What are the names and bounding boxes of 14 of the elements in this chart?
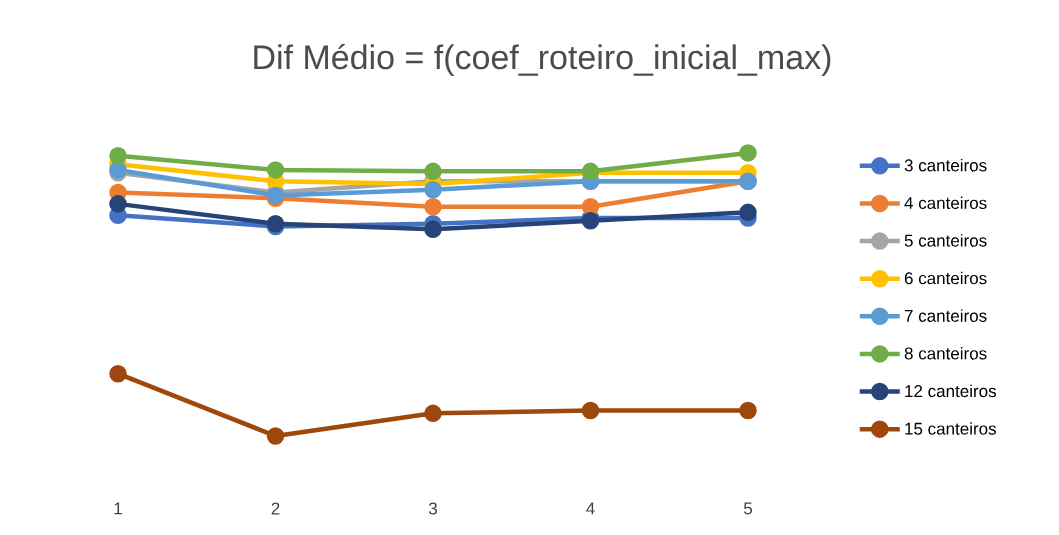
x-tick-label: 1 — [114, 502, 122, 515]
legend-label: 3 canteiros — [904, 158, 987, 172]
x-tick-label: 5 — [743, 502, 753, 515]
legend-label: 5 canteiros — [904, 234, 987, 247]
legend-label: 6 canteiros — [904, 271, 987, 285]
legend-label: 8 canteiros — [904, 347, 987, 360]
legend-label: 15 canteiros — [905, 422, 996, 435]
x-tick-label: 2 — [271, 502, 280, 515]
x-tick-label: 3 — [428, 502, 437, 515]
legend-label: 4 canteiros — [904, 196, 987, 210]
legend-label: 7 canteiros — [904, 309, 987, 322]
chart-title: Dif Médio = f(coef_roteiro_inicial_max) — [254, 43, 831, 77]
x-tick-label: 4 — [586, 502, 595, 515]
legend-label: 12 canteiros — [905, 384, 996, 398]
